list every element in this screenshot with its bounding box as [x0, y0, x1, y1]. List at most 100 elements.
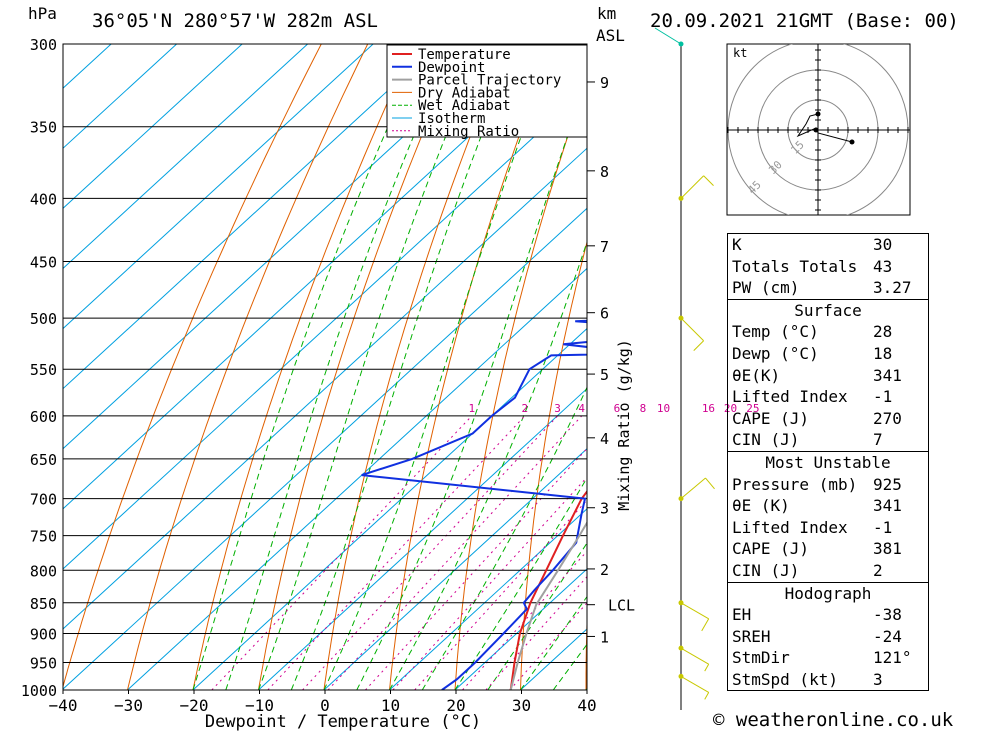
mixing-ratio-line: [327, 415, 583, 690]
index-value: 925: [873, 474, 902, 494]
legend-entry: Parcel Trajectory: [418, 73, 561, 89]
height-tick-label: 4: [600, 430, 609, 448]
index-row: K 30: [728, 234, 928, 256]
pressure-tick-label: 400: [30, 190, 57, 208]
height-tick-label: LCL: [608, 597, 635, 615]
hodograph-trace: [796, 113, 853, 143]
index-label: CAPE (J): [732, 539, 810, 559]
height-tick-label: 3: [600, 500, 609, 518]
wet-adiabat-line: [520, 595, 587, 690]
mixing-ratio-line: [392, 476, 587, 690]
index-value: 341: [873, 365, 902, 385]
index-row: CIN (J) 7: [728, 429, 928, 451]
height-tick-label: 7: [600, 238, 609, 256]
pressure-tick-label: 1000: [21, 682, 57, 700]
index-row: Pressure (mb) 925: [728, 474, 928, 496]
index-value: 30: [873, 235, 893, 254]
pressure-tick-label: 750: [30, 528, 57, 546]
wet-adiabat-line: [389, 240, 587, 690]
index-value: -24: [873, 626, 902, 646]
plot-frame: [62, 43, 588, 691]
isotherm-line: [323, 448, 587, 690]
pressure-tick-label: 300: [30, 36, 57, 54]
pressure-tick-label: 650: [30, 451, 57, 469]
x-tick-label: 30: [512, 696, 531, 715]
mixing-ratio-label: 2: [521, 402, 528, 415]
x-axis-title: Dewpoint / Temperature (°C): [205, 712, 481, 732]
height-tick-label: 1: [600, 628, 609, 646]
wind-barb-flag: [693, 340, 704, 351]
index-label: EH: [732, 605, 752, 625]
mixing-ratio-axis-title: Mixing Ratio (g/kg): [615, 339, 633, 511]
index-value: 2: [873, 560, 883, 580]
index-row: Dewp (°C) 18: [728, 343, 928, 365]
mixing-ratio-line: [302, 415, 558, 690]
parcel-trajectory-series: [509, 520, 587, 690]
mixing-ratio-label: 4: [578, 402, 585, 415]
wet-adiabat-line: [323, 44, 557, 690]
isotherm-line: [192, 327, 587, 690]
isotherm-line: [63, 44, 439, 390]
index-label: Pressure (mb): [732, 474, 858, 494]
wind-barb-flag: [704, 663, 710, 672]
index-value: 3: [873, 669, 883, 689]
isotherm-line: [63, 207, 587, 690]
height-tick-label: 2: [600, 561, 609, 579]
pressure-tick-label: 550: [30, 361, 57, 379]
index-label: Lifted Index: [732, 517, 848, 537]
index-label: PW (cm): [732, 278, 800, 298]
x-tick-label: −10: [245, 696, 274, 715]
legend-entry: Dewpoint: [418, 60, 485, 76]
indices-basic-section: K 30 Totals Totals 43 PW (cm) 3.27: [728, 234, 928, 299]
hodograph-point: [813, 127, 819, 133]
mixing-ratio-line: [462, 550, 587, 690]
index-value: 7: [873, 430, 883, 450]
legend-entry: Isotherm: [418, 111, 485, 127]
index-value: -1: [873, 387, 893, 407]
mixing-ratio-label: 3: [554, 402, 561, 415]
mixing-ratio-label: 8: [640, 402, 647, 415]
index-label: K: [732, 235, 742, 254]
pressure-tick-label: 600: [30, 408, 57, 426]
x-tick-label: −20: [180, 696, 209, 715]
isotherm-line: [63, 44, 308, 270]
isotherm-line: [63, 147, 587, 630]
index-label: CIN (J): [732, 430, 800, 450]
index-label: θE(K): [732, 365, 781, 385]
pressure-tick-label: 950: [30, 654, 57, 672]
index-row: Lifted Index -1: [728, 386, 928, 408]
index-value: 341: [873, 496, 902, 516]
x-tick-label: 0: [320, 696, 330, 715]
index-label: StmSpd (kt): [732, 669, 838, 689]
wind-barb-shaft: [680, 317, 704, 342]
height-tick-label: 8: [600, 163, 609, 181]
mixing-ratio-line: [509, 602, 587, 690]
datetime-label: 20.09.2021 21GMT (Base: 00): [650, 10, 959, 32]
pressure-tick-label: 900: [30, 625, 57, 643]
index-value: 270: [873, 408, 902, 428]
wind-barb-flag: [705, 477, 715, 490]
wet-adiabat-line: [421, 386, 587, 690]
wet-adiabat-line: [487, 542, 587, 690]
index-label: Lifted Index: [732, 387, 848, 407]
x-tick-label: 20: [446, 696, 465, 715]
height-unit-label: km: [597, 4, 617, 23]
legend-entry: Temperature: [418, 47, 511, 63]
wind-barb-flag: [704, 692, 710, 700]
dry-adiabat-line: [454, 78, 587, 690]
indices-most-unstable-section: Most Unstable Pressure (mb) 925 θE (K) 341…: [728, 450, 928, 582]
wind-barb-flag: [703, 175, 714, 186]
mixing-ratio-label: 25: [746, 402, 759, 415]
dry-adiabat-line: [127, 44, 369, 690]
isotherm-line: [63, 44, 243, 210]
index-row: Temp (°C) 28: [728, 321, 928, 343]
credit-label: © weatheronline.co.uk: [713, 709, 954, 731]
height-tick-label: 6: [600, 305, 609, 323]
legend-entry: Mixing Ratio: [418, 124, 519, 140]
index-label: CIN (J): [732, 560, 800, 580]
